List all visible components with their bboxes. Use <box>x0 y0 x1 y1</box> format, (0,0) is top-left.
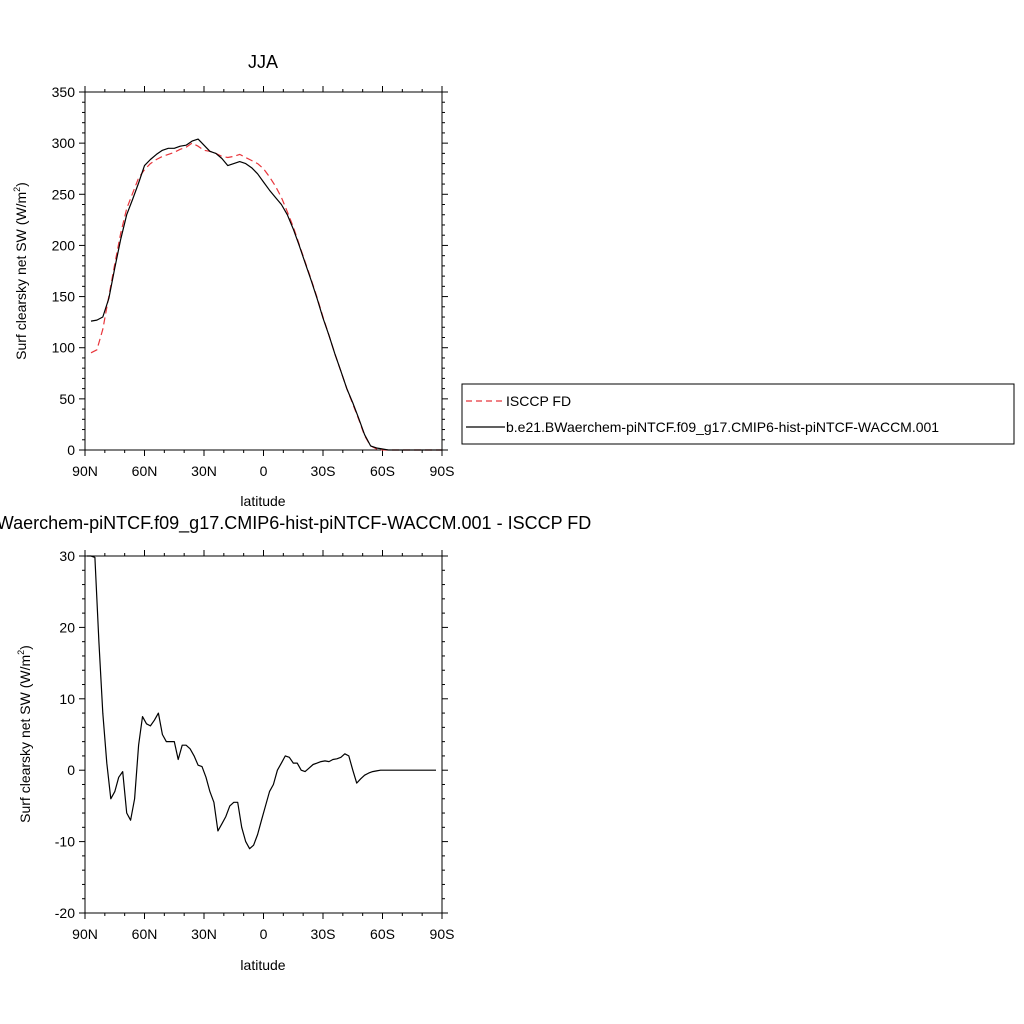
x-tick-label: 30N <box>191 463 217 479</box>
y-tick-label: 0 <box>67 442 75 458</box>
y-tick-label: -20 <box>55 905 75 921</box>
x-tick-label: 0 <box>260 926 268 942</box>
chart-title: b.e21.BWaerchem-piNTCF.f09_g17.CMIP6-his… <box>0 513 591 534</box>
y-tick-label: -10 <box>55 834 75 850</box>
series-line-model <box>87 555 436 850</box>
series-line-isccp <box>90 142 442 451</box>
y-tick-label: 100 <box>52 340 76 356</box>
y-tick-label: 300 <box>52 135 76 151</box>
y-tick-label: 30 <box>59 548 75 564</box>
y-tick-label: 250 <box>52 186 76 202</box>
x-tick-label: 0 <box>260 463 268 479</box>
y-tick-label: 350 <box>52 84 76 100</box>
series-line-model <box>90 138 442 451</box>
y-tick-label: 150 <box>52 289 76 305</box>
climatology-panel: JJA 0 50 100 150 200 250 300 350 90N 60N 30N 0 30S 60… <box>12 52 1015 509</box>
x-tick-label: 60N <box>132 463 158 479</box>
x-tick-label: 90S <box>430 463 455 479</box>
x-tick-label: 60N <box>132 926 158 942</box>
y-axis-label: Surf clearsky net SW (W/m2) <box>16 645 33 823</box>
y-axis-label: Surf clearsky net SW (W/m2) <box>12 182 29 360</box>
y-tick-label: 0 <box>67 762 75 778</box>
chart-title: JJA <box>248 52 278 72</box>
x-axis-label: latitude <box>240 957 285 973</box>
legend: ISCCP FD b.e21.BWaerchem-piNTCF.f09_g17.… <box>461 383 1015 445</box>
legend-box <box>461 383 1015 445</box>
x-tick-label: 30S <box>311 926 336 942</box>
difference-panel: b.e21.BWaerchem-piNTCF.f09_g17.CMIP6-his… <box>0 513 591 973</box>
legend-label-isccp: ISCCP FD <box>506 393 571 409</box>
y-tick-label: 20 <box>59 619 75 635</box>
y-tick-label: 50 <box>59 391 75 407</box>
x-tick-label: 90S <box>430 926 455 942</box>
x-tick-label: 30N <box>191 926 217 942</box>
y-tick-label: 200 <box>52 237 76 253</box>
x-tick-label: 90N <box>72 926 98 942</box>
x-tick-label: 60S <box>370 463 395 479</box>
x-tick-label: 30S <box>311 463 336 479</box>
x-tick-label: 90N <box>72 463 98 479</box>
x-tick-label: 60S <box>370 926 395 942</box>
legend-label-model: b.e21.BWaerchem-piNTCF.f09_g17.CMIP6-his… <box>506 419 939 435</box>
x-axis-label: latitude <box>240 493 285 509</box>
y-tick-label: 10 <box>59 691 75 707</box>
